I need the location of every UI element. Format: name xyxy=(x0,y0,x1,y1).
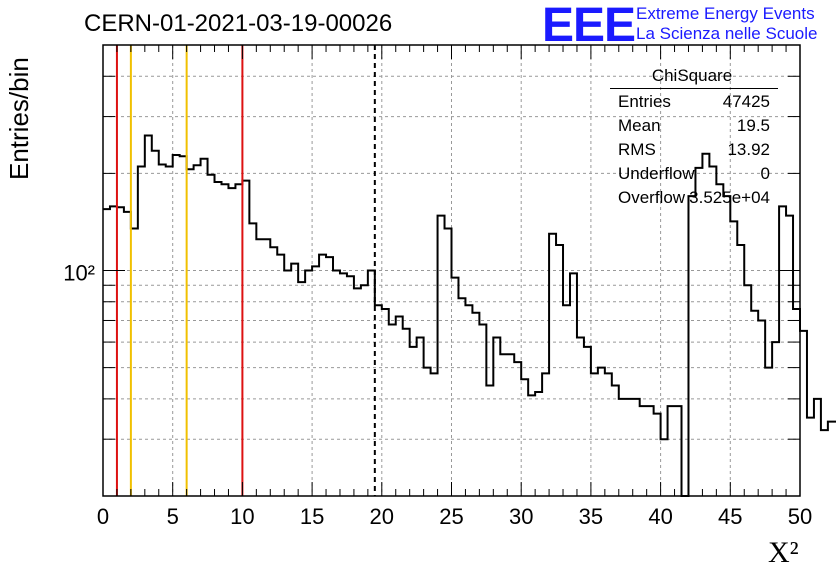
stats-title: ChiSquare xyxy=(651,66,733,85)
stats-row-entries: Entries 47425 xyxy=(618,92,770,114)
stats-label: Mean xyxy=(618,116,661,135)
stats-value: 47425 xyxy=(722,92,770,111)
x-tick-label: 5 xyxy=(167,504,179,529)
x-tick-label: 30 xyxy=(509,504,533,529)
stats-box: ChiSquare Entries 47425 Mean 19.5 RMS 13… xyxy=(606,66,778,212)
y-tick-label: 10² xyxy=(63,261,95,286)
chart-title: CERN-01-2021-03-19-00026 xyxy=(84,10,393,37)
stats-row-rms: RMS 13.92 xyxy=(618,140,770,162)
x-tick-label: 45 xyxy=(718,504,742,529)
stats-label: Overflow xyxy=(618,188,686,207)
x-tick-label: 35 xyxy=(579,504,603,529)
x-tick-label: 0 xyxy=(97,504,109,529)
x-tick-label: 15 xyxy=(300,504,324,529)
stats-row-mean: Mean 19.5 xyxy=(618,116,770,138)
x-tick-label: 25 xyxy=(439,504,463,529)
eee-logo: EEE xyxy=(542,0,636,52)
stats-value: 3.525e+04 xyxy=(689,188,770,207)
x-tick-label: 40 xyxy=(648,504,672,529)
stats-label: Underflow xyxy=(618,164,695,183)
x-tick-label: 50 xyxy=(788,504,812,529)
y-axis-label: Entries/bin xyxy=(4,57,34,180)
stats-value: 13.92 xyxy=(727,140,770,159)
histogram-series xyxy=(103,134,836,497)
stats-value: 19.5 xyxy=(736,116,770,135)
x-axis-label: X² xyxy=(768,536,799,569)
stats-label: RMS xyxy=(618,140,656,159)
logo-line-1: Extreme Energy Events xyxy=(636,4,815,23)
stats-title-rule xyxy=(610,88,778,89)
logo-line-2: La Scienza nelle Scuole xyxy=(636,24,818,43)
stats-label: Entries xyxy=(618,92,671,111)
stats-value: 0 xyxy=(760,164,770,183)
x-tick-label: 20 xyxy=(370,504,394,529)
x-tick-label: 10 xyxy=(230,504,254,529)
stats-row-underflow: Underflow 0 xyxy=(618,164,770,186)
stats-row-overflow: Overflow 3.525e+04 xyxy=(618,188,770,210)
